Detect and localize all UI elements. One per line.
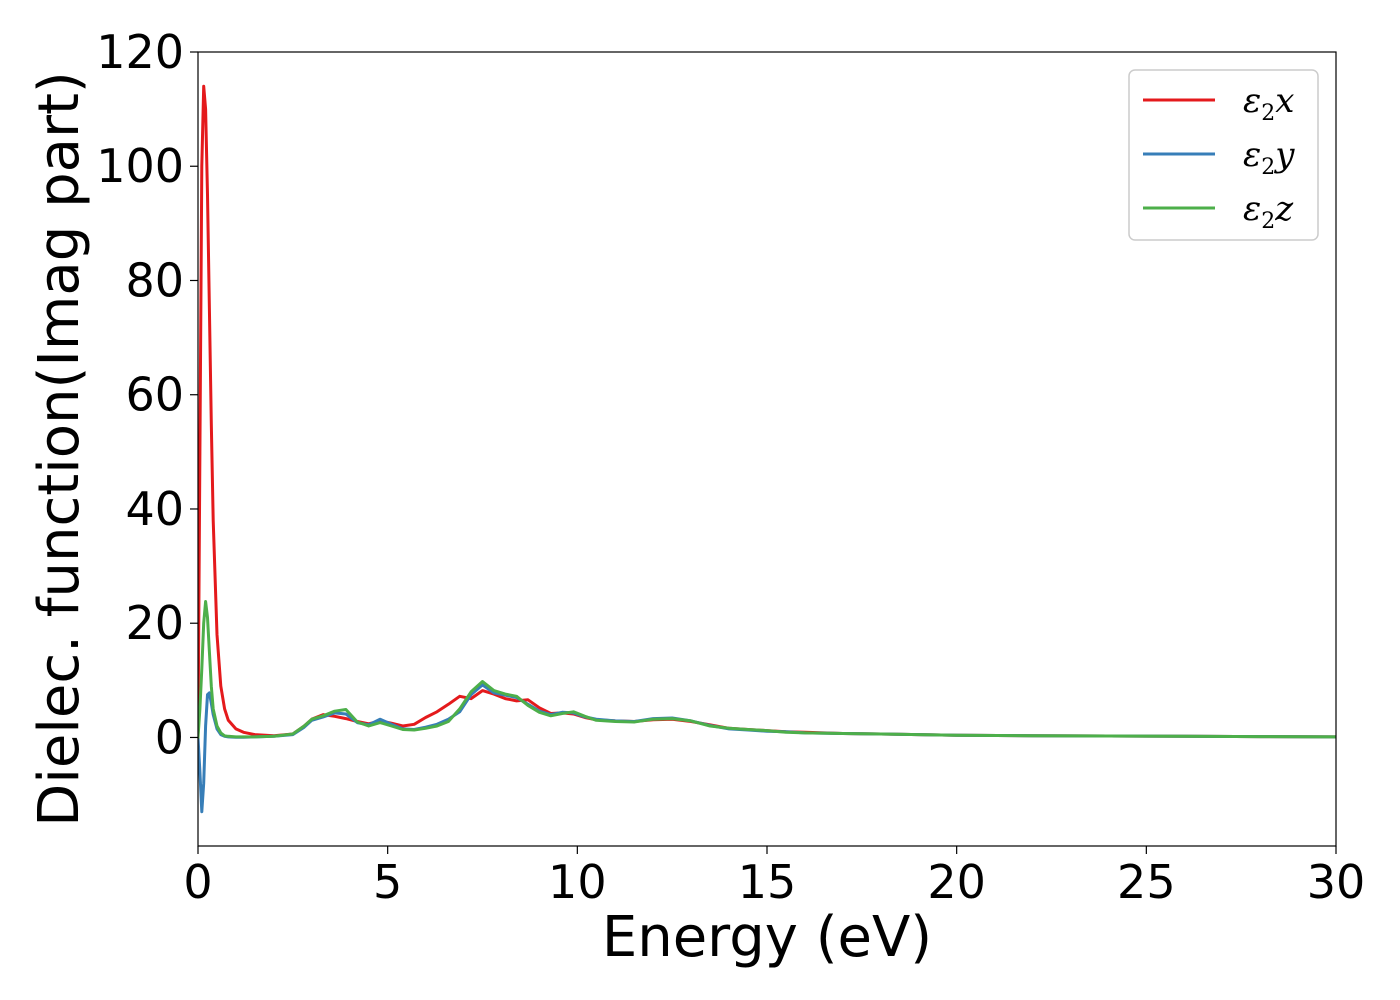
y-tick-label: 80 [125,253,184,307]
series-layer [198,84,1336,814]
y-tick-label: 0 [155,710,184,764]
x-tick-label: 15 [738,855,797,909]
legend-box [1128,69,1319,241]
x-axis-title: Energy (eV) [602,905,932,970]
y-axis-ticks: 0 20 40 60 80 100 120 [96,25,198,764]
y-tick-label: 120 [96,25,184,79]
legend-entry: ε2z [1243,189,1294,234]
legend-subscript: 2 [1261,209,1275,234]
legend-variable: x [1275,81,1294,121]
legend-subscript: 2 [1261,101,1275,126]
legend-entry: ε2y [1243,135,1295,180]
x-tick-label: 30 [1307,855,1366,909]
x-tick-label: 25 [1117,855,1176,909]
series-line-y [198,683,1336,814]
legend-symbol: ε [1243,135,1261,175]
y-tick-label: 100 [96,139,184,193]
y-tick-label: 60 [125,368,184,422]
series-line-z [198,600,1336,739]
legend-variable: z [1274,189,1294,229]
y-tick-label: 20 [125,596,184,650]
legend-entry: ε2x [1243,81,1294,126]
y-axis-title: Dielec. function(Imag part) [27,71,92,827]
x-tick-label: 10 [548,855,607,909]
y-tick-label: 40 [125,482,184,536]
x-tick-label: 0 [183,855,212,909]
legend-variable: y [1273,135,1295,175]
x-tick-label: 5 [373,855,402,909]
legend-symbol: ε [1243,81,1261,121]
x-axis-ticks: 0 5 10 15 20 25 30 [183,846,1365,909]
legend-subscript: 2 [1261,155,1275,180]
legend-symbol: ε [1243,189,1261,229]
x-tick-label: 20 [927,855,986,909]
